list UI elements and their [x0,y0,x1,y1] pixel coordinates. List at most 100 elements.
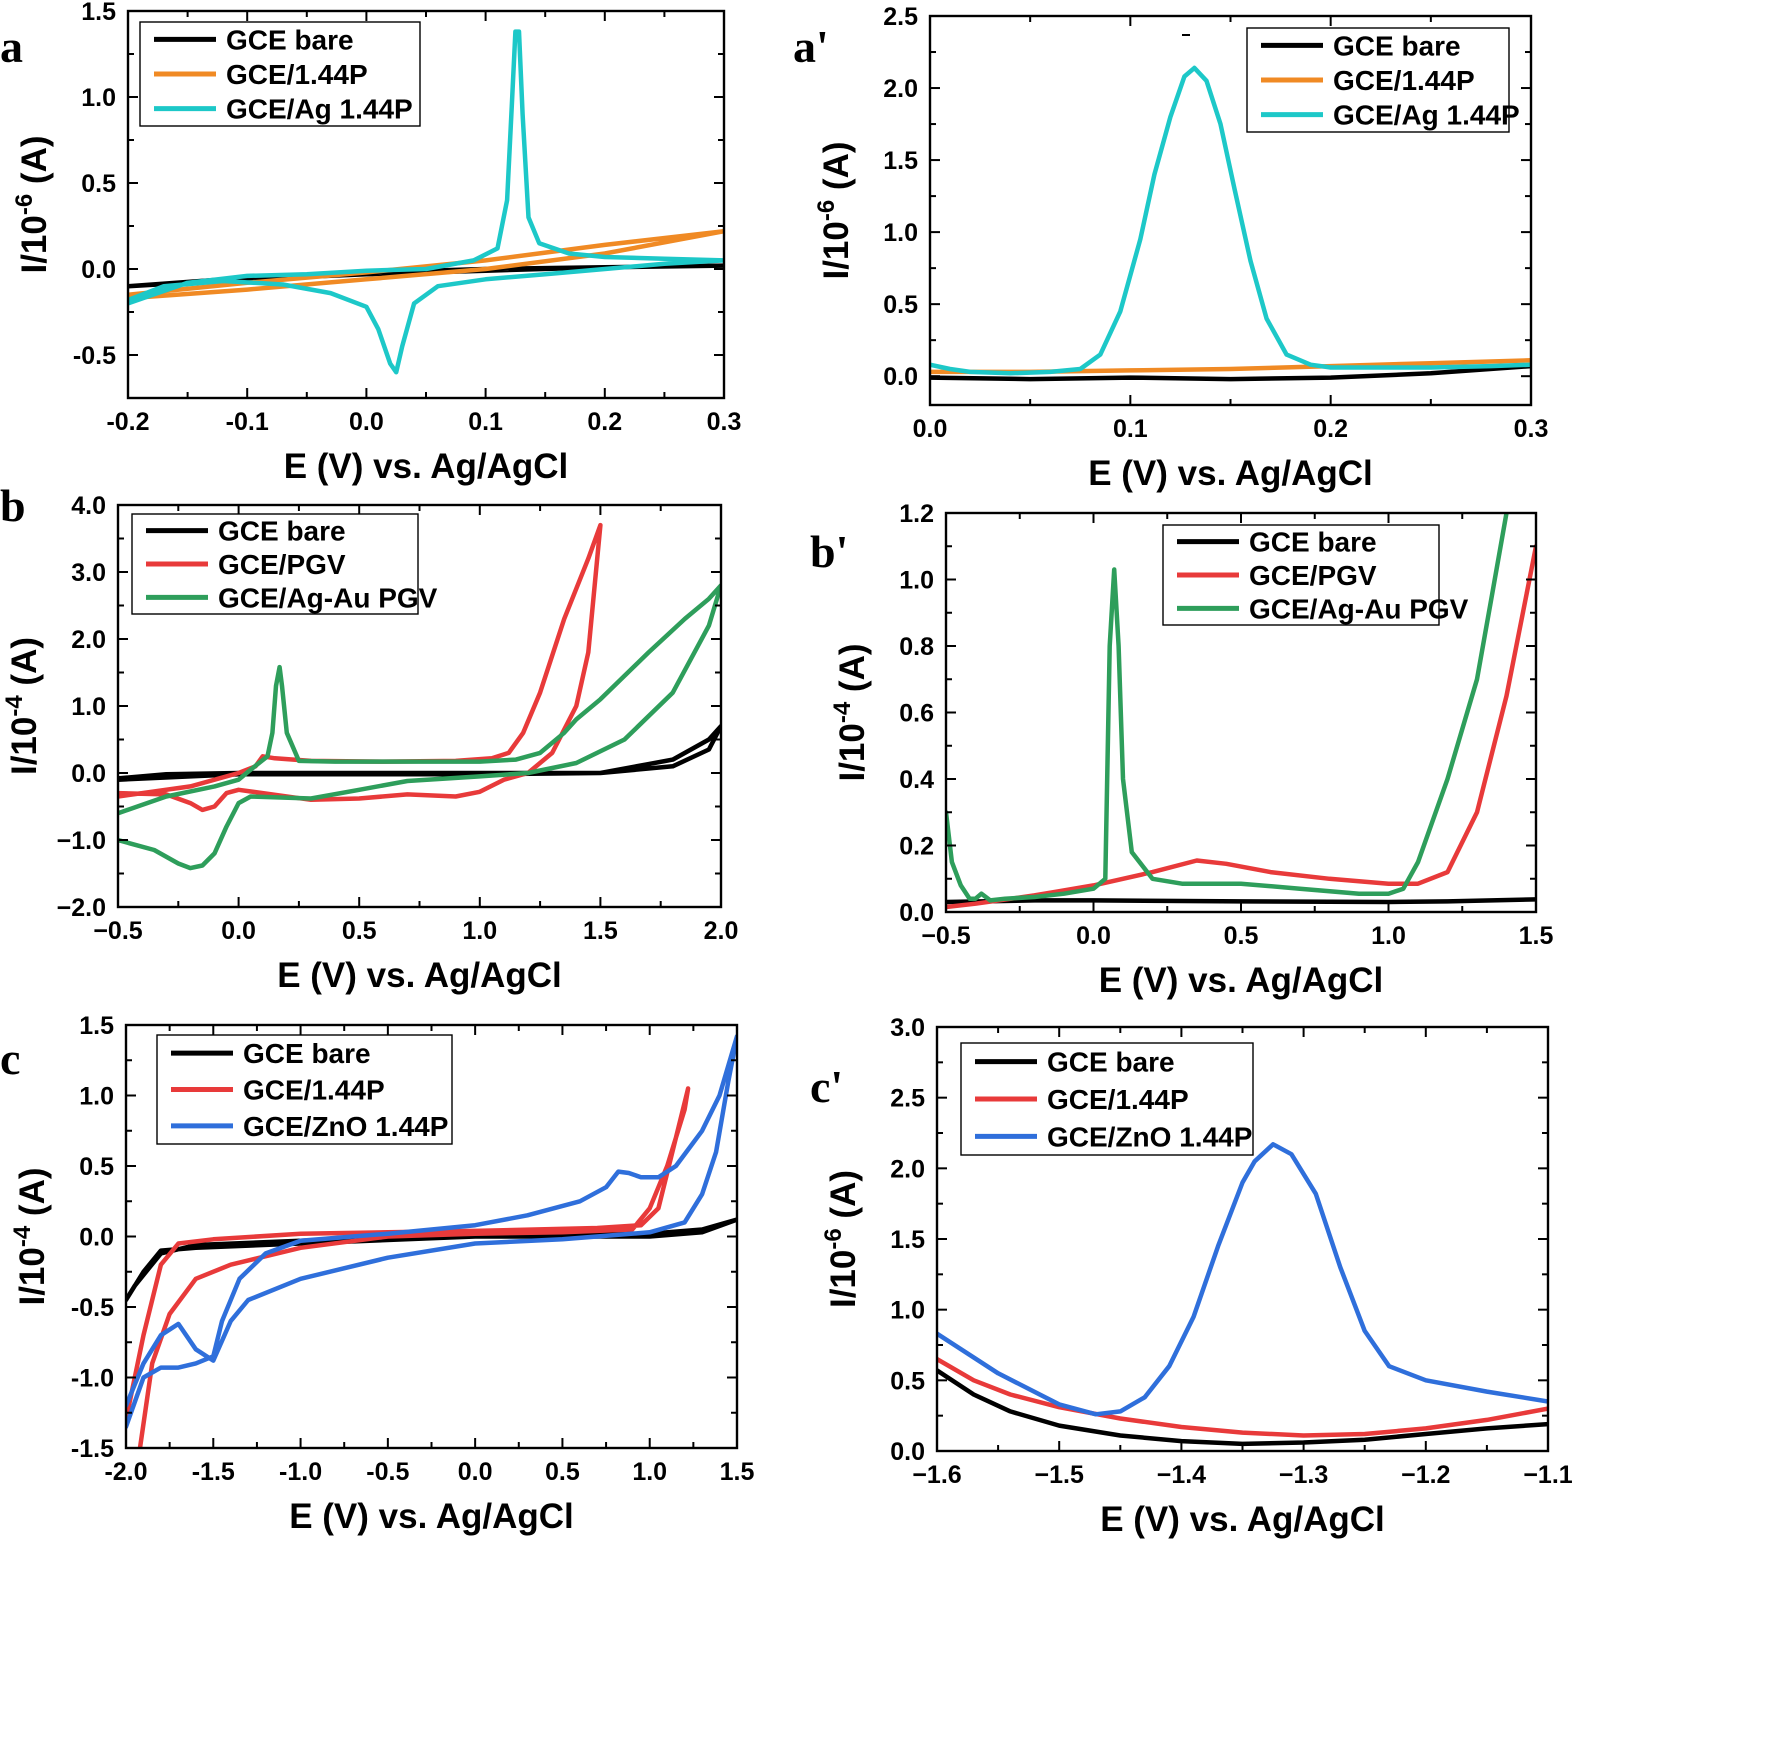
y-axis-title-base: I/10 [5,717,44,775]
y-tick-label: 1.0 [899,567,934,595]
y-tick-label: 1.5 [79,1012,114,1040]
series-line-2 [946,544,1536,910]
y-tick-label: 0.4 [899,766,934,794]
legend-entry: GCE/Ag 1.44P [1333,100,1520,131]
y-tick-label: 1.0 [71,693,106,721]
x-tick-label: 1.0 [632,1458,667,1486]
y-tick-label: 0.5 [883,291,918,319]
x-tick-label: 0.0 [221,917,256,945]
x-tick-label: -2.0 [104,1458,147,1486]
y-axis-title-exponent: -4 [1,695,28,717]
x-tick-label: −1.4 [1157,1461,1206,1489]
y-axis-title-base: I/10 [13,1247,52,1305]
x-tick-label: −1.1 [1523,1461,1572,1489]
legend-entry: GCE/PGV [1249,560,1377,591]
x-tick-label: −0.5 [93,917,142,945]
legend-entry: GCE/ZnO 1.44P [1047,1121,1252,1152]
x-tick-label: -0.5 [366,1458,409,1486]
series-line-3 [126,1034,737,1430]
panel-c: c-2.0 -1.5 -1.0 -0.5 0.0 0.5 1.0 1.5-1.5-1.0-0.… [0,1012,754,1536]
x-tick-label: -1.5 [192,1458,235,1486]
series-line-1 [937,1368,1548,1447]
x-tick-label: 0.1 [468,408,503,436]
y-tick-label: -1.0 [71,1365,114,1393]
y-tick-label: 2.5 [890,1085,925,1113]
series-line-1 [118,723,721,782]
y-axis-title-unit: (A) [833,643,872,701]
x-tick-label: −1.2 [1401,1461,1450,1489]
x-tick-label: -1.0 [279,1458,322,1486]
series-group [128,29,724,375]
y-tick-label: 0.5 [81,170,116,198]
x-axis-title: E (V) vs. Ag/AgCl [277,956,562,995]
y-tick-label: −2.0 [57,894,106,922]
x-tick-label: −1.6 [912,1461,961,1489]
series-line-2 [937,1356,1548,1438]
x-axis-title: E (V) vs. Ag/AgCl [289,1497,574,1536]
x-tick-label: 0.0 [1076,922,1111,950]
x-tick-label: 0.5 [342,917,377,945]
y-tick-label: 0.0 [71,760,106,788]
x-tick-label: 1.5 [583,917,618,945]
y-tick-label: 0.0 [81,256,116,284]
panel-label: a [0,21,23,72]
legend-entry: GCE bare [218,516,346,547]
panel-c2: c' −1.6 −1.5 −1.4 −1.3 −1.2 −1.1 0.0 0.5 1.0 1.5 2.… [810,1014,1573,1539]
series-group [126,1034,737,1448]
y-tick-label: 2.0 [71,626,106,654]
legend-entry: GCE/Ag 1.44P [226,94,413,125]
panel-label: a' [793,21,829,72]
y-tick-label: 1.0 [81,84,116,112]
y-tick-label: 0.0 [79,1224,114,1252]
panel-a: a -0.2 -0.1 0.0 0.1 0.2 0.3 -0.5 0.0 0.5 1.0 1.5 E (… [0,0,741,486]
legend-entry: GCE/1.44P [226,59,368,90]
y-tick-label: 3.0 [71,559,106,587]
series-line-1 [126,1217,737,1303]
legend-entry: GCE bare [1047,1047,1175,1078]
y-tick-label: 1.0 [890,1297,925,1325]
legend-entry: GCE bare [1249,527,1377,558]
y-tick-label: 0.0 [890,1438,925,1466]
x-tick-label: -0.1 [226,408,269,436]
legend-entry: GCE/1.44P [243,1075,385,1106]
y-axis-title: I/10-4 (A) [9,1167,52,1305]
y-tick-label: 2.0 [883,75,918,103]
legend-entry: GCE/PGV [218,549,346,580]
x-tick-label: 0.1 [1113,415,1148,443]
legend-entry: GCE/ZnO 1.44P [243,1111,448,1142]
series-group [930,65,1531,382]
y-tick-label: 0.5 [79,1153,114,1181]
legend: GCE bare GCE/1.44P GCE/ZnO 1.44P [960,1042,1254,1156]
y-axis-title-exponent: -6 [813,200,840,221]
series-line-2 [128,228,724,301]
x-tick-label: -0.2 [106,408,149,436]
y-tick-label: 0.5 [890,1367,925,1395]
series-group [118,522,721,871]
y-tick-label: 1.5 [81,0,116,26]
series-line-1 [930,363,1531,382]
y-axis-title-unit: (A) [5,637,44,695]
legend-entry: GCE bare [1333,30,1461,61]
y-axis-title-exponent: -6 [820,1228,847,1249]
y-tick-label: 0.6 [899,700,934,728]
x-tick-label: 0.3 [1514,415,1549,443]
series-line-3 [118,583,721,871]
y-axis-title-unit: (A) [824,1170,863,1228]
series-group [937,1142,1548,1447]
y-axis-title-unit: (A) [15,135,54,193]
legend-entry: GCE/Ag-Au PGV [1249,593,1469,624]
legend-entry: GCE bare [243,1038,371,1069]
legend-entry: GCE/1.44P [1333,65,1475,96]
y-axis-title: I/10-4 (A) [1,637,44,775]
y-tick-label: -0.5 [71,1294,114,1322]
y-axis-title-base: I/10 [15,215,54,273]
y-tick-label: 3.0 [890,1014,925,1042]
y-axis-title: I/10-6 (A) [11,135,54,273]
x-tick-label: 2.0 [704,917,739,945]
panel-label: b [0,480,26,531]
legend: GCE bare GCE/1.44P GCE/Ag 1.44P [139,21,421,127]
series-line-1 [946,897,1536,905]
